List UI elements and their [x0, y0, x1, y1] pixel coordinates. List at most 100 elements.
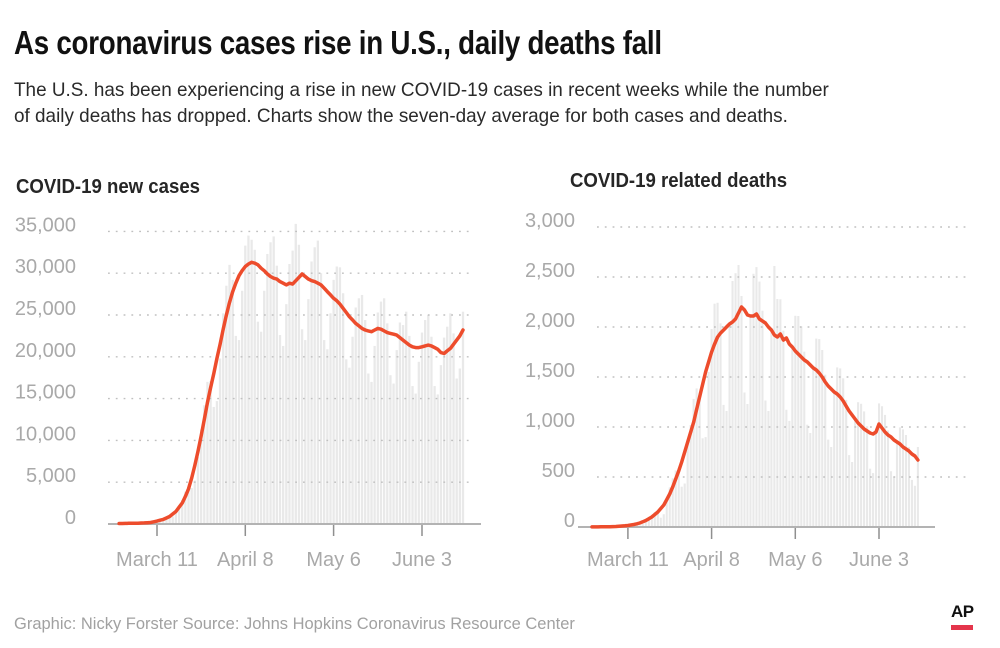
daily-bar [282, 345, 285, 524]
daily-bar [449, 313, 452, 524]
daily-bar [803, 351, 806, 527]
daily-bar [791, 347, 794, 527]
daily-bar [360, 294, 364, 524]
daily-bar [259, 331, 263, 524]
daily-bar [335, 266, 338, 524]
related-deaths-chart: 0 500 1,000 1,500 2,000 2,500 3,000 March 11 Apr… [525, 210, 967, 571]
daily-bar [656, 511, 659, 527]
daily-bar [898, 427, 902, 527]
daily-bar [382, 298, 386, 524]
daily-bar [263, 290, 266, 524]
daily-bar [845, 399, 848, 527]
daily-bar [266, 253, 269, 524]
daily-bar [785, 409, 788, 527]
daily-bar [323, 340, 326, 524]
daily-bar [313, 247, 316, 524]
subtitle-line-2: of daily deaths has dropped. Charts show… [14, 105, 788, 127]
daily-bar [836, 367, 839, 527]
daily-bar [883, 414, 887, 527]
daily-bar [304, 340, 307, 524]
daily-bar [842, 378, 845, 527]
daily-bar [892, 476, 896, 527]
x-axis-label: March 11 [116, 549, 198, 571]
daily-bar [215, 401, 219, 524]
daily-bar [767, 411, 770, 527]
daily-bar [886, 430, 890, 527]
daily-bar [455, 378, 458, 524]
daily-bar [901, 429, 905, 527]
x-axis-label: June 3 [849, 549, 909, 571]
daily-bar [430, 336, 433, 524]
daily-bar [722, 404, 725, 527]
daily-bar [904, 435, 907, 527]
daily-bar [442, 337, 446, 524]
daily-bar [294, 223, 297, 524]
daily-bar [710, 329, 713, 527]
daily-bar [379, 301, 383, 524]
daily-bar [827, 439, 830, 527]
x-axis-label: April 8 [217, 549, 274, 571]
daily-bar [824, 374, 827, 527]
daily-bar [433, 386, 436, 524]
y-axis-label: 35,000 [15, 214, 76, 236]
y-axis-label: 1,000 [525, 410, 575, 432]
daily-bar [668, 487, 671, 527]
daily-bar [895, 442, 899, 527]
daily-bar [408, 335, 411, 524]
daily-bar [319, 273, 323, 524]
daily-bar [275, 265, 278, 524]
daily-bar [848, 455, 851, 527]
daily-bar [329, 313, 332, 524]
daily-bar [671, 478, 674, 527]
x-axis-label: March 11 [587, 549, 669, 571]
y-axis-label: 2,000 [525, 310, 575, 332]
daily-bar [683, 483, 686, 527]
daily-bar [244, 245, 247, 525]
daily-bar [755, 267, 758, 527]
daily-bar [177, 505, 181, 524]
y-axis-label: 1,500 [525, 360, 575, 382]
daily-bar [307, 299, 310, 524]
daily-bar [411, 386, 414, 524]
daily-bar [794, 315, 797, 527]
daily-bar [446, 326, 449, 524]
daily-bar [354, 307, 357, 524]
daily-bar [818, 339, 821, 527]
daily-bar [875, 432, 878, 527]
daily-bar [833, 392, 836, 527]
daily-bar [659, 517, 662, 527]
daily-bar [184, 491, 187, 524]
daily-bar [212, 406, 215, 524]
daily-bar [776, 299, 779, 527]
daily-bar [398, 322, 402, 524]
daily-bar [737, 265, 740, 527]
daily-bar [389, 375, 392, 524]
daily-bar [830, 447, 833, 527]
daily-bar [860, 403, 863, 527]
daily-bar [395, 350, 398, 524]
y-axis-label: 15,000 [15, 382, 76, 404]
daily-bar [165, 517, 168, 524]
daily-bar [222, 313, 225, 524]
daily-bar [285, 304, 288, 524]
subtitle-line-1: The U.S. has been experiencing a rise in… [14, 79, 829, 101]
daily-bar [376, 312, 379, 524]
y-axis-label: 10,000 [15, 423, 76, 445]
daily-bar [423, 320, 427, 524]
daily-bar [203, 405, 206, 524]
y-axis-label: 25,000 [15, 298, 76, 320]
daily-bar [300, 329, 304, 524]
daily-bar [351, 336, 354, 524]
daily-bar [746, 404, 749, 527]
daily-bar [713, 303, 716, 527]
daily-bar [288, 264, 291, 524]
daily-bar [701, 438, 704, 527]
daily-bar [839, 368, 842, 527]
daily-bar [338, 267, 342, 524]
daily-bar [782, 330, 785, 527]
y-axis-label: 500 [542, 460, 575, 482]
new-cases-chart: 0 5,000 10,000 15,000 20,000 25,000 30,000 35,0… [15, 214, 481, 571]
daily-bar [644, 520, 647, 527]
